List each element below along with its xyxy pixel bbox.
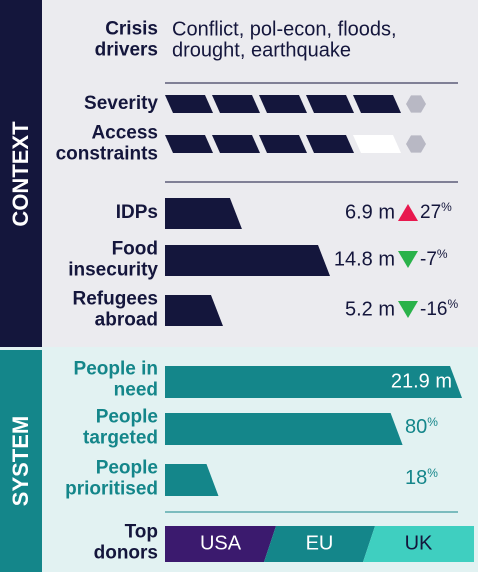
rating-segment — [212, 135, 260, 153]
change-value: -16 — [420, 299, 447, 320]
row-label: Access — [91, 123, 158, 144]
row-label: IDPs — [116, 202, 158, 223]
bar — [165, 413, 403, 445]
rating-segment — [353, 135, 401, 153]
row-label: People — [96, 458, 158, 479]
share-unit: % — [427, 415, 438, 429]
rating-hexagon — [406, 135, 426, 153]
change-label: 27% — [420, 200, 452, 223]
donor-segment — [363, 526, 474, 562]
change-unit: % — [437, 247, 448, 261]
bar — [165, 295, 223, 326]
rating-segment — [306, 135, 354, 153]
change-unit: % — [441, 200, 452, 214]
share-label: 18% — [405, 466, 438, 489]
rating-segment — [306, 95, 354, 113]
share-value: 80 — [405, 416, 427, 438]
row-label: Severity — [84, 93, 158, 114]
donor-name: USA — [200, 532, 242, 554]
rating-segment — [259, 95, 307, 113]
context-panel — [0, 0, 478, 347]
value-label: 5.2 m — [345, 298, 395, 320]
row-label: insecurity — [68, 260, 158, 281]
row-label: Crisis — [105, 19, 158, 40]
donor-name: UK — [405, 532, 433, 554]
share-unit: % — [427, 466, 438, 480]
drivers-text: Conflict, pol-econ, floods, — [172, 18, 397, 40]
bar — [165, 198, 242, 229]
row-label: Refugees — [72, 289, 158, 310]
drivers-text: drought, earthquake — [172, 39, 351, 61]
donor-segment — [165, 526, 276, 562]
row-label: donors — [94, 543, 158, 564]
rating-hexagon — [406, 95, 426, 113]
donor-segment — [264, 526, 375, 562]
row-label: prioritised — [65, 479, 158, 500]
change-label: -16% — [420, 297, 458, 320]
bar — [165, 366, 462, 398]
change-arrow — [398, 204, 418, 221]
change-unit: % — [447, 297, 458, 311]
rating-segment — [165, 135, 213, 153]
row-label: People in — [74, 359, 158, 380]
change-value: -7 — [420, 249, 437, 270]
row-label: constraints — [56, 144, 158, 165]
share-value: 18 — [405, 467, 427, 489]
row-label: Food — [112, 239, 158, 260]
section-label: SYSTEM — [8, 416, 33, 506]
row-label: need — [114, 380, 158, 401]
value-label: 6.9 m — [345, 201, 395, 223]
bar — [165, 464, 219, 496]
rating-segment — [165, 95, 213, 113]
value-label: 14.8 m — [334, 248, 395, 270]
row-label: drivers — [95, 40, 158, 61]
share-label: 80% — [405, 415, 438, 438]
change-arrow — [398, 301, 418, 318]
row-label: abroad — [95, 310, 158, 331]
change-arrow — [398, 251, 418, 268]
donor-name: EU — [306, 532, 334, 554]
change-label: -7% — [420, 247, 448, 270]
row-label: targeted — [83, 428, 158, 449]
rating-segment — [259, 135, 307, 153]
row-label: Top — [125, 522, 158, 543]
system-band — [0, 350, 42, 572]
rating-segment — [353, 95, 401, 113]
bar — [165, 245, 330, 276]
row-label: People — [96, 407, 158, 428]
value-label: 21.9 m — [391, 370, 452, 392]
rating-segment — [212, 95, 260, 113]
context-band — [0, 0, 42, 347]
section-label: CONTEXT — [8, 121, 33, 227]
change-value: 27 — [420, 202, 441, 223]
